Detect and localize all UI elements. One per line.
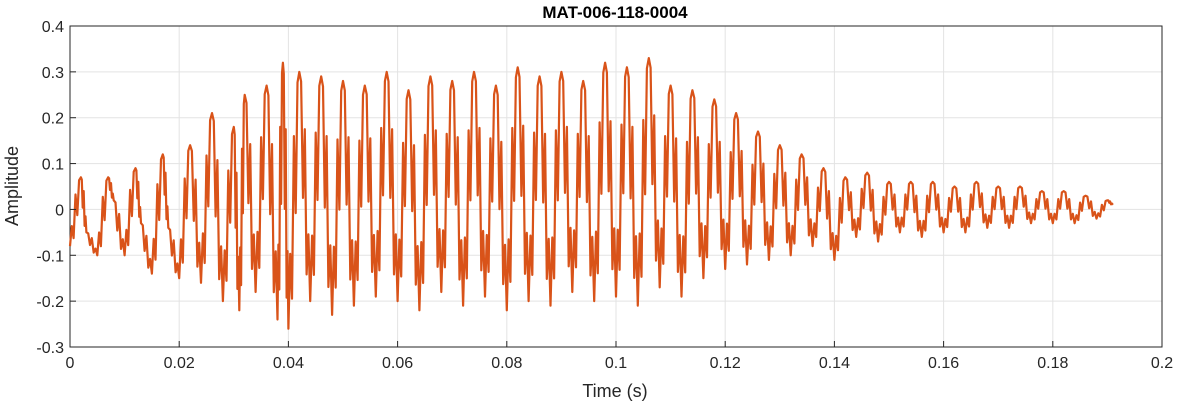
x-tick-label: 0.06 <box>382 355 413 372</box>
x-tick-label: 0.18 <box>1037 355 1068 372</box>
x-tick-label: 0.1 <box>605 355 627 372</box>
x-tick-label: 0.12 <box>710 355 741 372</box>
amplitude-series-line <box>68 57 1114 330</box>
x-axis-ticks: 0 0.02 0.04 0.06 0.08 0.1 0.12 0.14 0.16 0.18 0.2 <box>66 341 1173 372</box>
x-tick-label: 0.14 <box>819 355 850 372</box>
y-tick-label: 0.1 <box>42 157 64 174</box>
chart-title: MAT-006-118-0004 <box>542 3 688 22</box>
y-tick-label: 0.2 <box>42 111 64 128</box>
x-tick-label: 0.16 <box>928 355 959 372</box>
y-tick-label: -0.1 <box>36 248 64 265</box>
x-tick-label: 0.04 <box>273 355 304 372</box>
x-tick-label: 0 <box>66 355 75 372</box>
x-axis-label: Time (s) <box>582 381 647 401</box>
y-tick-label: -0.3 <box>36 340 64 357</box>
y-axis-label: Amplitude <box>2 146 22 226</box>
y-axis-ticks: -0.3 -0.2 -0.1 0 0.1 0.2 0.3 0.4 <box>36 19 76 357</box>
y-tick-label: 0 <box>55 202 64 219</box>
y-tick-label: 0.3 <box>42 65 64 82</box>
x-tick-label: 0.2 <box>1151 355 1173 372</box>
y-tick-label: -0.2 <box>36 294 64 311</box>
x-tick-label: 0.02 <box>164 355 195 372</box>
x-tick-label: 0.08 <box>491 355 522 372</box>
y-tick-label: 0.4 <box>42 19 64 36</box>
